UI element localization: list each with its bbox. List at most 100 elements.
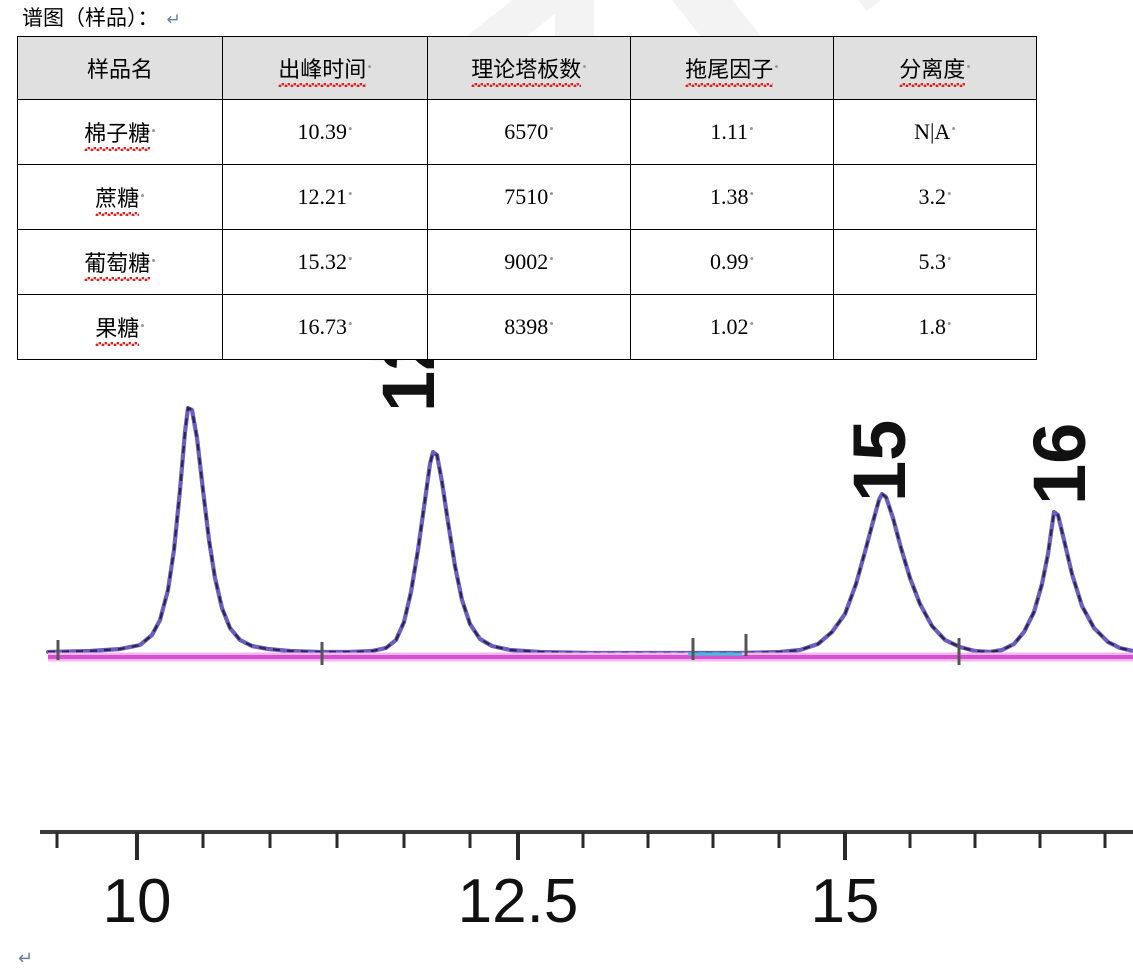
column-header-sample-name-label: 样品名 bbox=[86, 57, 153, 82]
cell-theoretical-plates: 8398• bbox=[427, 294, 631, 360]
cell-retention-time: 16.73• bbox=[222, 294, 428, 360]
figure-caption-text: 谱图（样品）： bbox=[22, 6, 159, 30]
figure-caption: 谱图（样品）： ↵ bbox=[22, 4, 181, 34]
column-header-retention-time-label: 出峰时间 bbox=[278, 52, 367, 87]
results-table: 样品名 出峰时间• 理论塔板数• 拖尾因子• 分离度• 棉子糖• 10.39• bbox=[17, 36, 1037, 360]
cell-retention-time-value: 16.73 bbox=[297, 314, 347, 339]
end-paragraph-mark-icon: ↵ bbox=[18, 948, 34, 968]
format-mark: • bbox=[140, 187, 145, 203]
format-mark: • bbox=[347, 186, 353, 202]
x-axis-tick-labels: 10 12.5 15 bbox=[103, 867, 880, 936]
column-header-tailing-factor-label: 拖尾因子 bbox=[685, 52, 774, 87]
cell-sample-name: 果糖• bbox=[17, 294, 223, 360]
x-axis-label-15: 15 bbox=[811, 867, 880, 936]
format-mark: • bbox=[347, 316, 353, 332]
cell-resolution: 3.2• bbox=[833, 164, 1037, 230]
format-mark: • bbox=[582, 58, 587, 74]
format-mark: • bbox=[151, 122, 156, 138]
cell-sample-name: 棉子糖• bbox=[17, 99, 223, 165]
cell-tailing-factor: 1.11• bbox=[630, 99, 834, 165]
cell-tailing-factor: 0.99• bbox=[630, 229, 834, 295]
format-mark: • bbox=[367, 58, 372, 74]
peak-label-1: 12 bbox=[367, 360, 450, 412]
format-mark: • bbox=[140, 317, 145, 333]
detector-trace-overlay bbox=[47, 406, 1133, 655]
format-mark: • bbox=[749, 186, 755, 202]
peak-label-3: 16 bbox=[1018, 423, 1101, 505]
cell-resolution: 5.3• bbox=[833, 229, 1037, 295]
format-mark: • bbox=[946, 316, 952, 332]
cell-retention-time-value: 10.39 bbox=[297, 119, 347, 144]
cell-sample-name-value: 棉子糖 bbox=[84, 116, 151, 151]
paragraph-mark-icon: ↵ bbox=[166, 10, 181, 29]
format-mark: • bbox=[549, 251, 554, 267]
cell-sample-name: 葡萄糖• bbox=[17, 229, 223, 295]
cell-tailing-factor-value: 1.38 bbox=[709, 184, 749, 209]
format-mark: • bbox=[966, 58, 971, 74]
table-header-row: 样品名 出峰时间• 理论塔板数• 拖尾因子• 分离度• bbox=[17, 36, 1037, 100]
cell-resolution: N|A• bbox=[833, 99, 1037, 165]
format-mark: • bbox=[749, 251, 755, 267]
column-header-theoretical-plates: 理论塔板数• bbox=[427, 36, 631, 100]
format-mark: • bbox=[946, 186, 952, 202]
x-axis-label-12-5: 12.5 bbox=[458, 867, 579, 936]
format-mark: • bbox=[951, 121, 956, 137]
cell-sample-name-value: 葡萄糖 bbox=[84, 246, 151, 281]
format-mark: • bbox=[549, 186, 554, 202]
format-mark: • bbox=[946, 251, 952, 267]
x-axis-label-10: 10 bbox=[103, 867, 172, 936]
chromatogram-figure: 12 15 16 bbox=[0, 360, 1133, 940]
detector-trace-group bbox=[45, 405, 1133, 656]
cell-retention-time: 10.39• bbox=[222, 99, 428, 165]
cell-theoretical-plates-value: 6570 bbox=[504, 119, 549, 144]
table-row: 蔗糖• 12.21• 7510• 1.38• 3.2• bbox=[17, 164, 1037, 230]
cell-resolution-value: 5.3 bbox=[918, 249, 946, 274]
peak-label-2: 15 bbox=[838, 420, 921, 502]
format-mark: • bbox=[749, 121, 754, 137]
cell-sample-name: 蔗糖• bbox=[17, 164, 223, 230]
cell-tailing-factor-value: 1.02 bbox=[709, 314, 749, 339]
cell-resolution-value: 3.2 bbox=[918, 184, 946, 209]
cell-tailing-factor-value: 1.11 bbox=[710, 119, 749, 144]
format-mark: • bbox=[347, 121, 353, 137]
cell-theoretical-plates-value: 9002 bbox=[504, 249, 549, 274]
column-header-resolution: 分离度• bbox=[833, 36, 1037, 100]
detector-trace bbox=[45, 405, 1133, 656]
table-row: 棉子糖• 10.39• 6570• 1.11• N|A• bbox=[17, 99, 1037, 165]
cell-tailing-factor-value: 0.99 bbox=[709, 249, 749, 274]
format-mark: • bbox=[347, 251, 353, 267]
baseline-group bbox=[48, 634, 1133, 665]
cell-retention-time-value: 15.32 bbox=[297, 249, 347, 274]
cell-theoretical-plates: 6570• bbox=[427, 99, 631, 165]
cell-sample-name-value: 蔗糖 bbox=[95, 181, 140, 216]
table-row: 葡萄糖• 15.32• 9002• 0.99• 5.3• bbox=[17, 229, 1037, 295]
peak-label-group: 12 15 16 bbox=[367, 360, 1101, 505]
column-header-tailing-factor: 拖尾因子• bbox=[630, 36, 834, 100]
cell-theoretical-plates-value: 7510 bbox=[504, 184, 549, 209]
column-header-sample-name: 样品名 bbox=[17, 36, 223, 100]
cell-tailing-factor: 1.02• bbox=[630, 294, 834, 360]
cell-theoretical-plates: 9002• bbox=[427, 229, 631, 295]
cell-theoretical-plates-value: 8398 bbox=[504, 314, 549, 339]
format-mark: • bbox=[549, 121, 554, 137]
cell-retention-time: 12.21• bbox=[222, 164, 428, 230]
x-axis-group: 10 12.5 15 bbox=[40, 830, 1133, 936]
cell-resolution: 1.8• bbox=[833, 294, 1037, 360]
column-header-retention-time: 出峰时间• bbox=[222, 36, 428, 100]
cell-theoretical-plates: 7510• bbox=[427, 164, 631, 230]
format-mark: • bbox=[774, 58, 779, 74]
cell-retention-time: 15.32• bbox=[222, 229, 428, 295]
format-mark: • bbox=[549, 316, 554, 332]
cell-resolution-value: N|A bbox=[914, 119, 951, 144]
cell-retention-time-value: 12.21 bbox=[297, 184, 347, 209]
cell-tailing-factor: 1.38• bbox=[630, 164, 834, 230]
table-row: 果糖• 16.73• 8398• 1.02• 1.8• bbox=[17, 294, 1037, 360]
cell-sample-name-value: 果糖 bbox=[95, 311, 140, 346]
x-axis-ticks bbox=[55, 832, 1107, 860]
chromatogram-svg: 12 15 16 bbox=[40, 360, 1133, 936]
cell-resolution-value: 1.8 bbox=[918, 314, 946, 339]
column-header-theoretical-plates-label: 理论塔板数 bbox=[471, 52, 582, 87]
format-mark: • bbox=[749, 316, 755, 332]
format-mark: • bbox=[151, 252, 156, 268]
column-header-resolution-label: 分离度 bbox=[899, 52, 966, 87]
